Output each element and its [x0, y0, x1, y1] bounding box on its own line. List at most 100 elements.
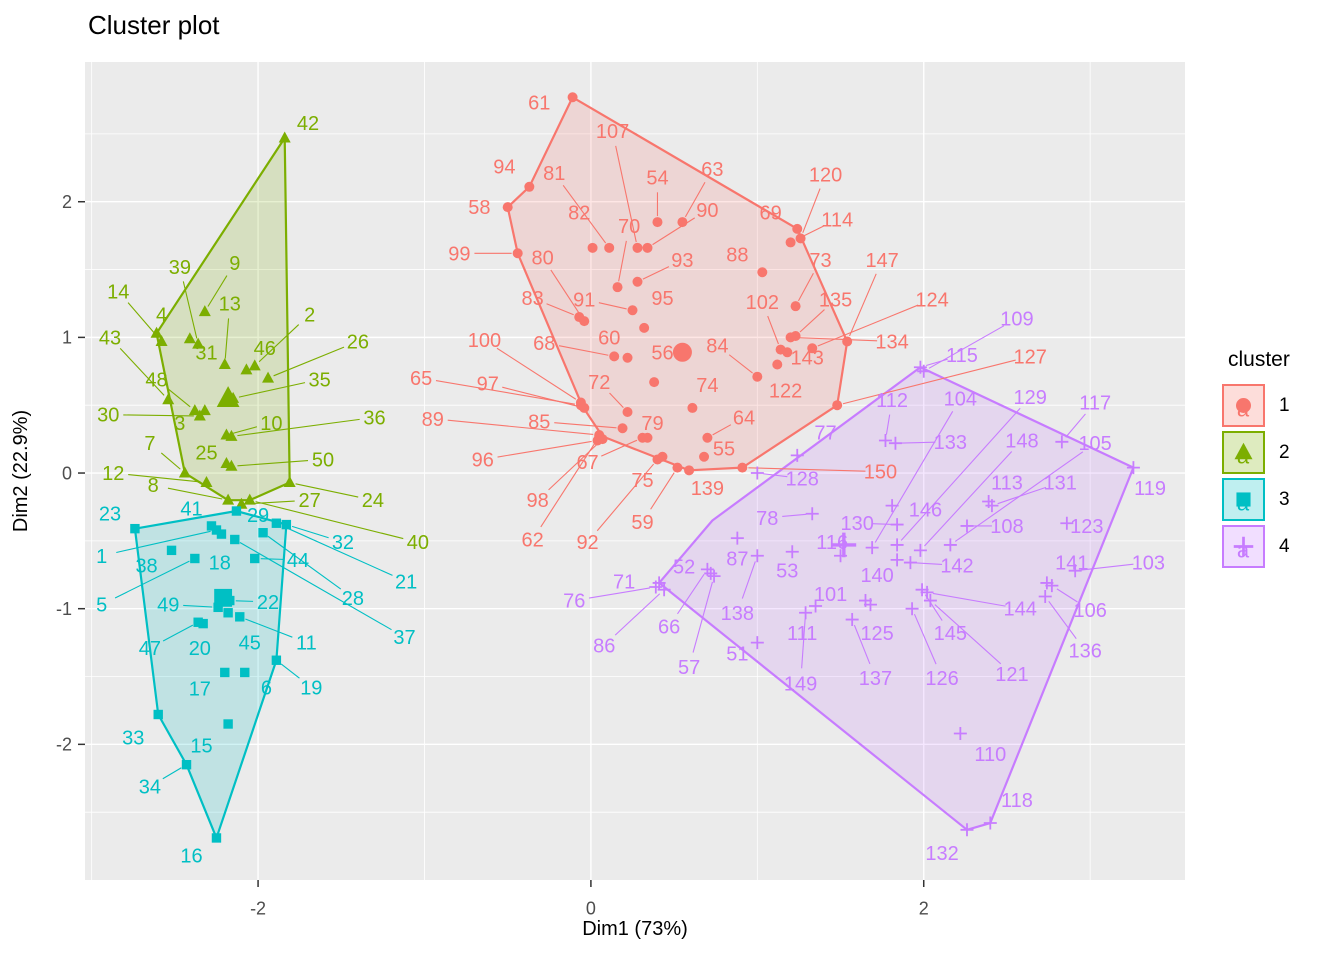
- point-label: 145: [934, 623, 967, 645]
- data-point: [240, 667, 250, 678]
- point-label: 24: [362, 490, 384, 512]
- point-label: 36: [363, 407, 385, 429]
- data-point: [235, 497, 248, 509]
- point-label: 135: [819, 289, 852, 311]
- point-label: 49: [157, 595, 179, 617]
- label-line: [609, 392, 624, 409]
- point-label: 94: [493, 156, 515, 178]
- point-label: 48: [145, 369, 167, 391]
- data-point: [200, 476, 213, 488]
- data-point: [649, 580, 663, 594]
- label-line: [1056, 588, 1078, 603]
- point-label: 40: [407, 532, 429, 554]
- point-label: 27: [299, 490, 321, 512]
- label-line: [183, 604, 213, 608]
- data-point: [512, 248, 523, 259]
- point-label: 122: [769, 380, 802, 402]
- data-point: [283, 476, 296, 488]
- legend-key-shape: [1236, 492, 1251, 507]
- label-line: [598, 302, 627, 310]
- legend-key-circle-icon: a: [1222, 384, 1265, 427]
- x-axis-title: Dim1 (73%): [582, 918, 688, 940]
- point-label: 66: [658, 616, 680, 638]
- point-label: 98: [527, 490, 549, 512]
- point-label: 90: [696, 200, 718, 222]
- label-line: [853, 624, 871, 665]
- label-line: [237, 460, 309, 467]
- point-label: 79: [641, 413, 663, 435]
- label-line: [799, 309, 825, 333]
- label-line: [550, 269, 582, 317]
- legend-entry-label: 4: [1279, 535, 1290, 557]
- label-line: [207, 275, 228, 307]
- point-label: 143: [791, 348, 824, 370]
- data-point: [622, 406, 633, 417]
- data-point: [622, 352, 633, 363]
- point-label: 58: [468, 197, 490, 219]
- point-label: 60: [598, 327, 620, 349]
- label-line: [926, 358, 948, 367]
- legend-key-triangle-icon: a: [1222, 431, 1265, 474]
- label-line: [741, 561, 756, 599]
- point-label: 22: [257, 592, 279, 614]
- data-point: [702, 432, 713, 443]
- label-line: [601, 439, 638, 457]
- label-line: [280, 663, 300, 679]
- label-line: [162, 624, 194, 642]
- point-label: 128: [786, 468, 819, 490]
- data-point: [915, 583, 929, 597]
- data-point: [943, 538, 957, 552]
- data-point: [842, 336, 853, 347]
- point-label: 137: [859, 668, 892, 690]
- data-point: [281, 519, 292, 530]
- point-label: 12: [102, 463, 124, 485]
- data-point: [604, 242, 615, 253]
- label-line: [245, 618, 293, 638]
- label-line: [650, 472, 675, 510]
- label-line: [562, 184, 607, 244]
- data-point: [845, 613, 859, 627]
- point-label: 7: [144, 433, 155, 455]
- label-line: [295, 483, 359, 498]
- data-point: [890, 518, 904, 532]
- point-label: 130: [840, 513, 873, 535]
- data-point: [1068, 564, 1082, 578]
- data-point: [502, 202, 513, 213]
- point-label: 115: [946, 345, 978, 367]
- point-label: 69: [760, 203, 782, 225]
- point-label: 50: [312, 449, 334, 471]
- point-label: 67: [576, 452, 598, 474]
- label-line: [900, 407, 1021, 541]
- cluster-hull: [133, 509, 288, 840]
- y-tick-label: 1: [62, 328, 72, 348]
- label-line: [224, 318, 230, 359]
- point-label: 18: [209, 553, 231, 575]
- data-point: [223, 719, 233, 729]
- point-label: 77: [814, 422, 836, 444]
- label-line: [497, 440, 592, 458]
- label-line: [1081, 563, 1134, 571]
- data-point: [1038, 589, 1052, 603]
- data-point: [223, 608, 233, 618]
- data-point: [166, 545, 177, 556]
- legend-key-square-icon: a: [1222, 478, 1265, 521]
- point-label: 43: [99, 327, 121, 349]
- data-point: [612, 282, 623, 293]
- data-point: [218, 358, 231, 370]
- point-label: 68: [533, 333, 555, 355]
- label-line: [692, 581, 713, 653]
- label-line: [712, 424, 732, 436]
- point-label: 114: [821, 209, 853, 231]
- x-tick-label: 2: [919, 898, 929, 918]
- point-label: 23: [99, 504, 121, 526]
- point-label: 118: [1001, 790, 1033, 812]
- label-line: [281, 525, 393, 576]
- data-point: [795, 233, 806, 244]
- data-point: [627, 305, 638, 316]
- data-point: [250, 553, 260, 564]
- label-line: [247, 500, 295, 505]
- data-point: [153, 709, 163, 720]
- label-line: [167, 487, 223, 500]
- data-point: [649, 377, 660, 388]
- point-label: 83: [522, 288, 544, 310]
